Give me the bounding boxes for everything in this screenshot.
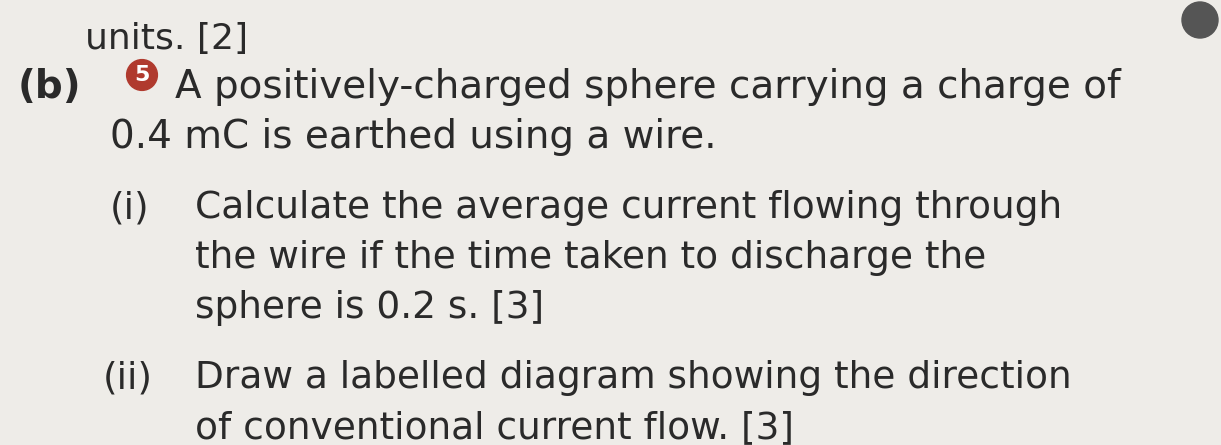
Text: Draw a labelled diagram showing the direction: Draw a labelled diagram showing the dire… xyxy=(195,360,1072,396)
Text: Calculate the average current flowing through: Calculate the average current flowing th… xyxy=(195,190,1062,226)
Circle shape xyxy=(127,60,158,90)
Text: sphere is 0.2 s. [3]: sphere is 0.2 s. [3] xyxy=(195,290,545,326)
Text: A positively-charged sphere carrying a charge of: A positively-charged sphere carrying a c… xyxy=(175,68,1121,106)
Circle shape xyxy=(1182,2,1219,38)
Text: units. [2]: units. [2] xyxy=(85,22,248,56)
Text: the wire if the time taken to discharge the: the wire if the time taken to discharge … xyxy=(195,240,987,276)
Text: (b): (b) xyxy=(18,68,82,106)
Text: (i): (i) xyxy=(110,190,150,226)
Text: of conventional current flow. [3]: of conventional current flow. [3] xyxy=(195,410,794,445)
Text: 0.4 mC is earthed using a wire.: 0.4 mC is earthed using a wire. xyxy=(110,118,717,156)
Text: 5: 5 xyxy=(134,65,150,85)
Text: (ii): (ii) xyxy=(103,360,153,396)
